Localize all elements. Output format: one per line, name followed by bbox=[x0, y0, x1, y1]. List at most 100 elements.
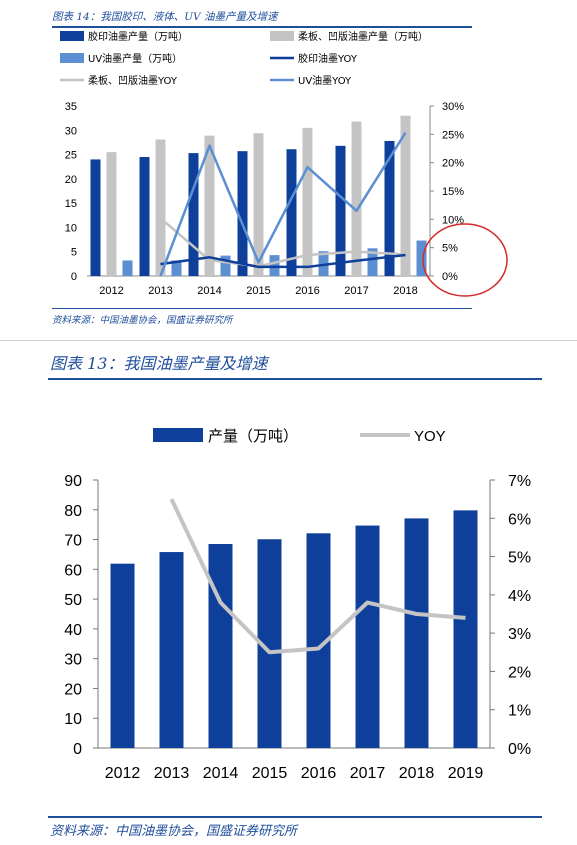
bar-2-4 bbox=[318, 251, 329, 276]
top-ink-chart: 胶印油墨产量（万吨） 柔板、凹版油墨产量（万吨） UV油墨产量（万吨） 胶印油墨YOY… bbox=[60, 30, 508, 297]
annotation-circle bbox=[422, 223, 508, 297]
x-tick-label-4: 2016 bbox=[295, 285, 319, 297]
legend-swatch-1 bbox=[270, 31, 294, 41]
bottom-figure-source: 资料来源：中国油墨协会，国盛证券研究所 bbox=[50, 824, 298, 839]
left-tick-label-0: 0 bbox=[71, 271, 77, 283]
left-tick-label-4: 20 bbox=[65, 174, 77, 186]
bar-0-4 bbox=[286, 149, 297, 276]
bottom-source-rule bbox=[48, 816, 542, 818]
legend-label-3: 胶印油墨YOY bbox=[298, 52, 358, 65]
right-tick-label-7: 7% bbox=[508, 473, 531, 490]
series-line-yoy bbox=[169, 498, 466, 655]
left-tick-label-0: 0 bbox=[73, 741, 82, 758]
bar-2-5 bbox=[367, 248, 378, 276]
series-line-5 bbox=[159, 131, 407, 277]
x-tick-label-4: 2016 bbox=[301, 765, 337, 782]
right-tick-label-4: 4% bbox=[508, 588, 531, 605]
legend-swatch-2 bbox=[60, 53, 84, 63]
legend-label-yoy: YOY bbox=[414, 428, 446, 445]
bar-2-3 bbox=[269, 255, 280, 276]
bar-output-5 bbox=[355, 525, 380, 748]
x-tick-label-2: 2014 bbox=[197, 285, 221, 297]
left-tick-label-7: 35 bbox=[65, 101, 77, 113]
bar-2-6 bbox=[416, 240, 427, 276]
right-tick-label-2: 10% bbox=[442, 214, 464, 226]
left-tick-label-2: 20 bbox=[64, 681, 82, 698]
bar-output-1 bbox=[159, 552, 184, 748]
right-tick-label-5: 25% bbox=[442, 129, 464, 141]
right-tick-label-4: 20% bbox=[442, 158, 464, 170]
bar-1-6 bbox=[400, 115, 411, 276]
left-tick-label-6: 30 bbox=[65, 125, 77, 137]
x-tick-label-7: 2019 bbox=[448, 765, 484, 782]
right-tick-label-3: 15% bbox=[442, 186, 464, 198]
bar-1-1 bbox=[155, 139, 166, 276]
section-divider bbox=[0, 340, 577, 341]
x-tick-label-6: 2018 bbox=[399, 765, 435, 782]
bar-0-5 bbox=[335, 145, 346, 276]
legend-label-output: 产量（万吨） bbox=[208, 427, 298, 445]
legend-label-4: 柔板、凹版油墨YOY bbox=[88, 74, 178, 87]
bar-output-2 bbox=[208, 544, 233, 748]
top-figure-caption: 图表 14：我国胶印、液体、UV 油墨产量及增速 bbox=[52, 11, 278, 23]
legend-label-5: UV油墨YOY bbox=[298, 74, 352, 87]
left-tick-label-3: 30 bbox=[64, 652, 82, 669]
right-tick-label-2: 2% bbox=[508, 664, 531, 681]
bar-1-3 bbox=[253, 133, 264, 276]
right-tick-label-5: 5% bbox=[508, 550, 531, 567]
bar-1-2 bbox=[204, 135, 215, 276]
top-figure-source: 资料来源：中国油墨协会，国盛证券研究所 bbox=[52, 315, 233, 326]
right-tick-label-1: 5% bbox=[442, 243, 458, 255]
bar-0-0 bbox=[90, 159, 101, 276]
right-tick-label-3: 3% bbox=[508, 626, 531, 643]
left-tick-label-6: 60 bbox=[64, 562, 82, 579]
legend-swatch-output bbox=[153, 428, 203, 442]
x-tick-label-3: 2015 bbox=[252, 765, 288, 782]
bar-0-3 bbox=[237, 151, 248, 276]
x-tick-label-0: 2012 bbox=[105, 765, 141, 782]
left-tick-label-1: 5 bbox=[71, 247, 77, 259]
left-tick-label-5: 25 bbox=[65, 150, 77, 162]
series-line-3 bbox=[160, 253, 406, 269]
bar-1-5 bbox=[351, 121, 362, 277]
legend-label-0: 胶印油墨产量（万吨） bbox=[88, 30, 188, 43]
bar-2-2 bbox=[220, 255, 231, 276]
right-tick-label-1: 1% bbox=[508, 703, 531, 720]
x-tick-label-1: 2013 bbox=[148, 285, 172, 297]
x-tick-label-5: 2017 bbox=[350, 765, 386, 782]
right-tick-label-6: 6% bbox=[508, 511, 531, 528]
left-tick-label-3: 15 bbox=[65, 198, 77, 210]
bar-0-6 bbox=[384, 140, 395, 276]
left-tick-label-5: 50 bbox=[64, 592, 82, 609]
bar-2-0 bbox=[122, 260, 133, 276]
x-tick-label-3: 2015 bbox=[246, 285, 270, 297]
bar-0-1 bbox=[139, 157, 150, 276]
left-tick-label-1: 10 bbox=[64, 711, 82, 728]
left-tick-label-2: 10 bbox=[65, 222, 77, 234]
bar-output-0 bbox=[110, 563, 135, 748]
x-tick-label-1: 2013 bbox=[154, 765, 190, 782]
top-caption-rule bbox=[52, 26, 472, 28]
x-tick-label-6: 2018 bbox=[393, 285, 417, 297]
left-tick-label-9: 90 bbox=[64, 473, 82, 490]
right-tick-label-0: 0% bbox=[442, 271, 458, 283]
bar-1-4 bbox=[302, 127, 313, 276]
bar-output-7 bbox=[453, 510, 478, 748]
x-tick-label-0: 2012 bbox=[99, 285, 123, 297]
right-tick-label-6: 30% bbox=[442, 101, 464, 113]
bar-output-6 bbox=[404, 518, 429, 748]
bar-1-0 bbox=[106, 152, 117, 276]
legend-label-1: 柔板、凹版油墨产量（万吨） bbox=[298, 30, 428, 43]
bottom-ink-chart: 产量（万吨） YOY 0 10 20 30 40 50 60 70 80 90 0% 1% 2% 3% 4% 5%… bbox=[64, 427, 531, 782]
left-tick-label-4: 40 bbox=[64, 622, 82, 639]
bottom-caption-rule bbox=[48, 378, 542, 380]
top-source-rule bbox=[52, 308, 472, 309]
bar-0-2 bbox=[188, 153, 199, 276]
series-line-4 bbox=[159, 217, 406, 268]
legend-label-2: UV油墨产量（万吨） bbox=[88, 52, 182, 65]
right-tick-label-0: 0% bbox=[508, 741, 531, 758]
left-tick-label-8: 80 bbox=[64, 503, 82, 520]
bar-2-1 bbox=[171, 260, 182, 276]
bottom-figure-caption: 图表 13：我国油墨产量及增速 bbox=[50, 354, 268, 373]
left-tick-label-7: 70 bbox=[64, 533, 82, 550]
